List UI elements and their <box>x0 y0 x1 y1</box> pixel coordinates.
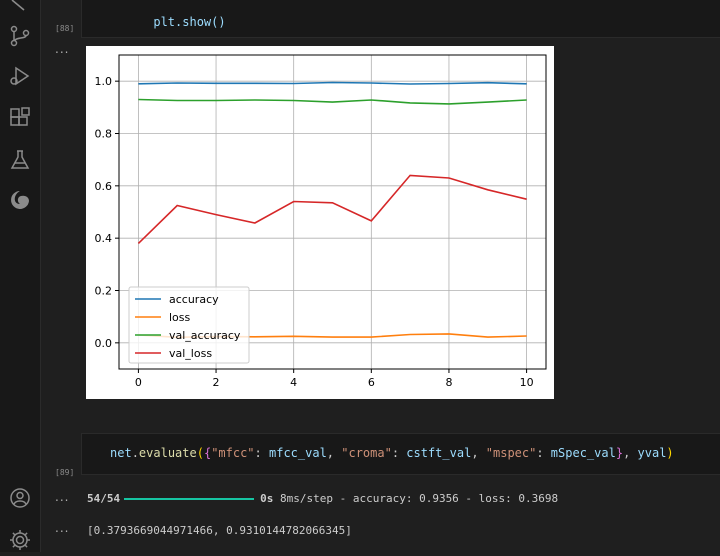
y-tick-label: 0.0 <box>95 337 113 350</box>
code-token: : <box>254 446 269 460</box>
code-token: ( <box>196 446 204 460</box>
code-token: evaluate <box>138 446 197 460</box>
output-more-icon[interactable]: ... <box>55 490 70 504</box>
code-token: "mspec" <box>485 446 537 460</box>
output-more-icon[interactable]: ... <box>55 42 70 56</box>
code-token: mSpec_val <box>550 446 616 460</box>
x-tick-label: 8 <box>445 376 452 389</box>
progress-time: 0s <box>260 492 274 505</box>
y-tick-label: 1.0 <box>95 75 113 88</box>
code-token: mfcc_val <box>269 446 327 460</box>
extensions-icon[interactable] <box>8 106 32 130</box>
code-text: plt.show() <box>153 15 226 29</box>
series-line-val_loss <box>137 174 527 244</box>
activity-bar <box>0 0 41 552</box>
x-tick-label: 4 <box>290 376 297 389</box>
code-token: cstft_val <box>406 446 472 460</box>
code-token: , <box>326 446 342 460</box>
code-cell-89[interactable]: net.evaluate({"mfcc": mfcc_val, "croma":… <box>81 433 720 475</box>
legend-label: val_accuracy <box>169 329 241 342</box>
code-token: : <box>536 446 551 460</box>
y-tick-label: 0.8 <box>95 128 113 141</box>
code-token: net <box>110 446 132 460</box>
account-icon[interactable] <box>8 486 32 510</box>
settings-gear-icon[interactable] <box>8 528 32 552</box>
code-token: , <box>471 446 486 460</box>
execution-count: [89] <box>55 468 75 477</box>
source-control-icon[interactable] <box>8 24 32 48</box>
code-token: ) <box>666 446 674 460</box>
series-line-accuracy <box>138 81 527 85</box>
y-tick-label: 0.4 <box>95 232 113 245</box>
y-tick-label: 0.6 <box>95 180 113 193</box>
code-token: yval <box>637 446 667 460</box>
code-line: net.evaluate({"mfcc": mfcc_val, "croma":… <box>110 446 674 460</box>
x-tick-label: 6 <box>368 376 375 389</box>
code-token: : <box>391 446 407 460</box>
code-token: . <box>131 446 139 460</box>
output-more-icon[interactable]: ... <box>55 521 70 535</box>
run-debug-icon[interactable] <box>8 64 32 88</box>
execution-count: [88] <box>55 24 75 33</box>
notebook-editor: plt.show() [88] ... 0 2 4 6 8 10 0.0 0.2 0.4 0.6 0… <box>41 0 720 552</box>
legend-box <box>128 286 250 364</box>
progress-steps: 54/54 <box>87 492 121 505</box>
y-tick-label: 0.2 <box>95 285 113 298</box>
code-token: "croma" <box>341 446 392 460</box>
legend-label: val_loss <box>169 347 212 360</box>
legend-label: loss <box>169 311 191 324</box>
line-chart: 0 2 4 6 8 10 0.0 0.2 0.4 0.6 0.8 1.0 accuracy loss val… <box>95 54 547 389</box>
x-tick-label: 10 <box>520 376 534 389</box>
x-tick-label: 0 <box>135 376 142 389</box>
edge-icon[interactable] <box>8 188 32 212</box>
testing-icon[interactable] <box>8 148 32 172</box>
legend-label: accuracy <box>169 293 219 306</box>
plot-frame <box>118 54 547 370</box>
progress-metrics: 8ms/step - accuracy: 0.9356 - loss: 0.36… <box>280 492 559 505</box>
plot-output: 0 2 4 6 8 10 0.0 0.2 0.4 0.6 0.8 1.0 accuracy loss val… <box>86 46 554 399</box>
progress-output: 54/54 0s 8ms/step - accuracy: 0.9356 - lo… <box>87 492 558 505</box>
result-output: [0.3793669044971466, 0.9310144782066345] <box>87 524 352 537</box>
code-line: plt.show() <box>110 1 226 43</box>
x-tick-label: 2 <box>213 376 220 389</box>
code-token: "mfcc" <box>211 446 255 460</box>
code-cell-88[interactable]: plt.show() <box>81 0 720 38</box>
code-token: } <box>615 446 624 460</box>
explorer-icon[interactable] <box>8 0 32 20</box>
code-token: { <box>203 446 212 460</box>
progress-bar <box>124 498 255 500</box>
series-line-val_accuracy <box>138 98 527 105</box>
code-token: , <box>623 446 638 460</box>
